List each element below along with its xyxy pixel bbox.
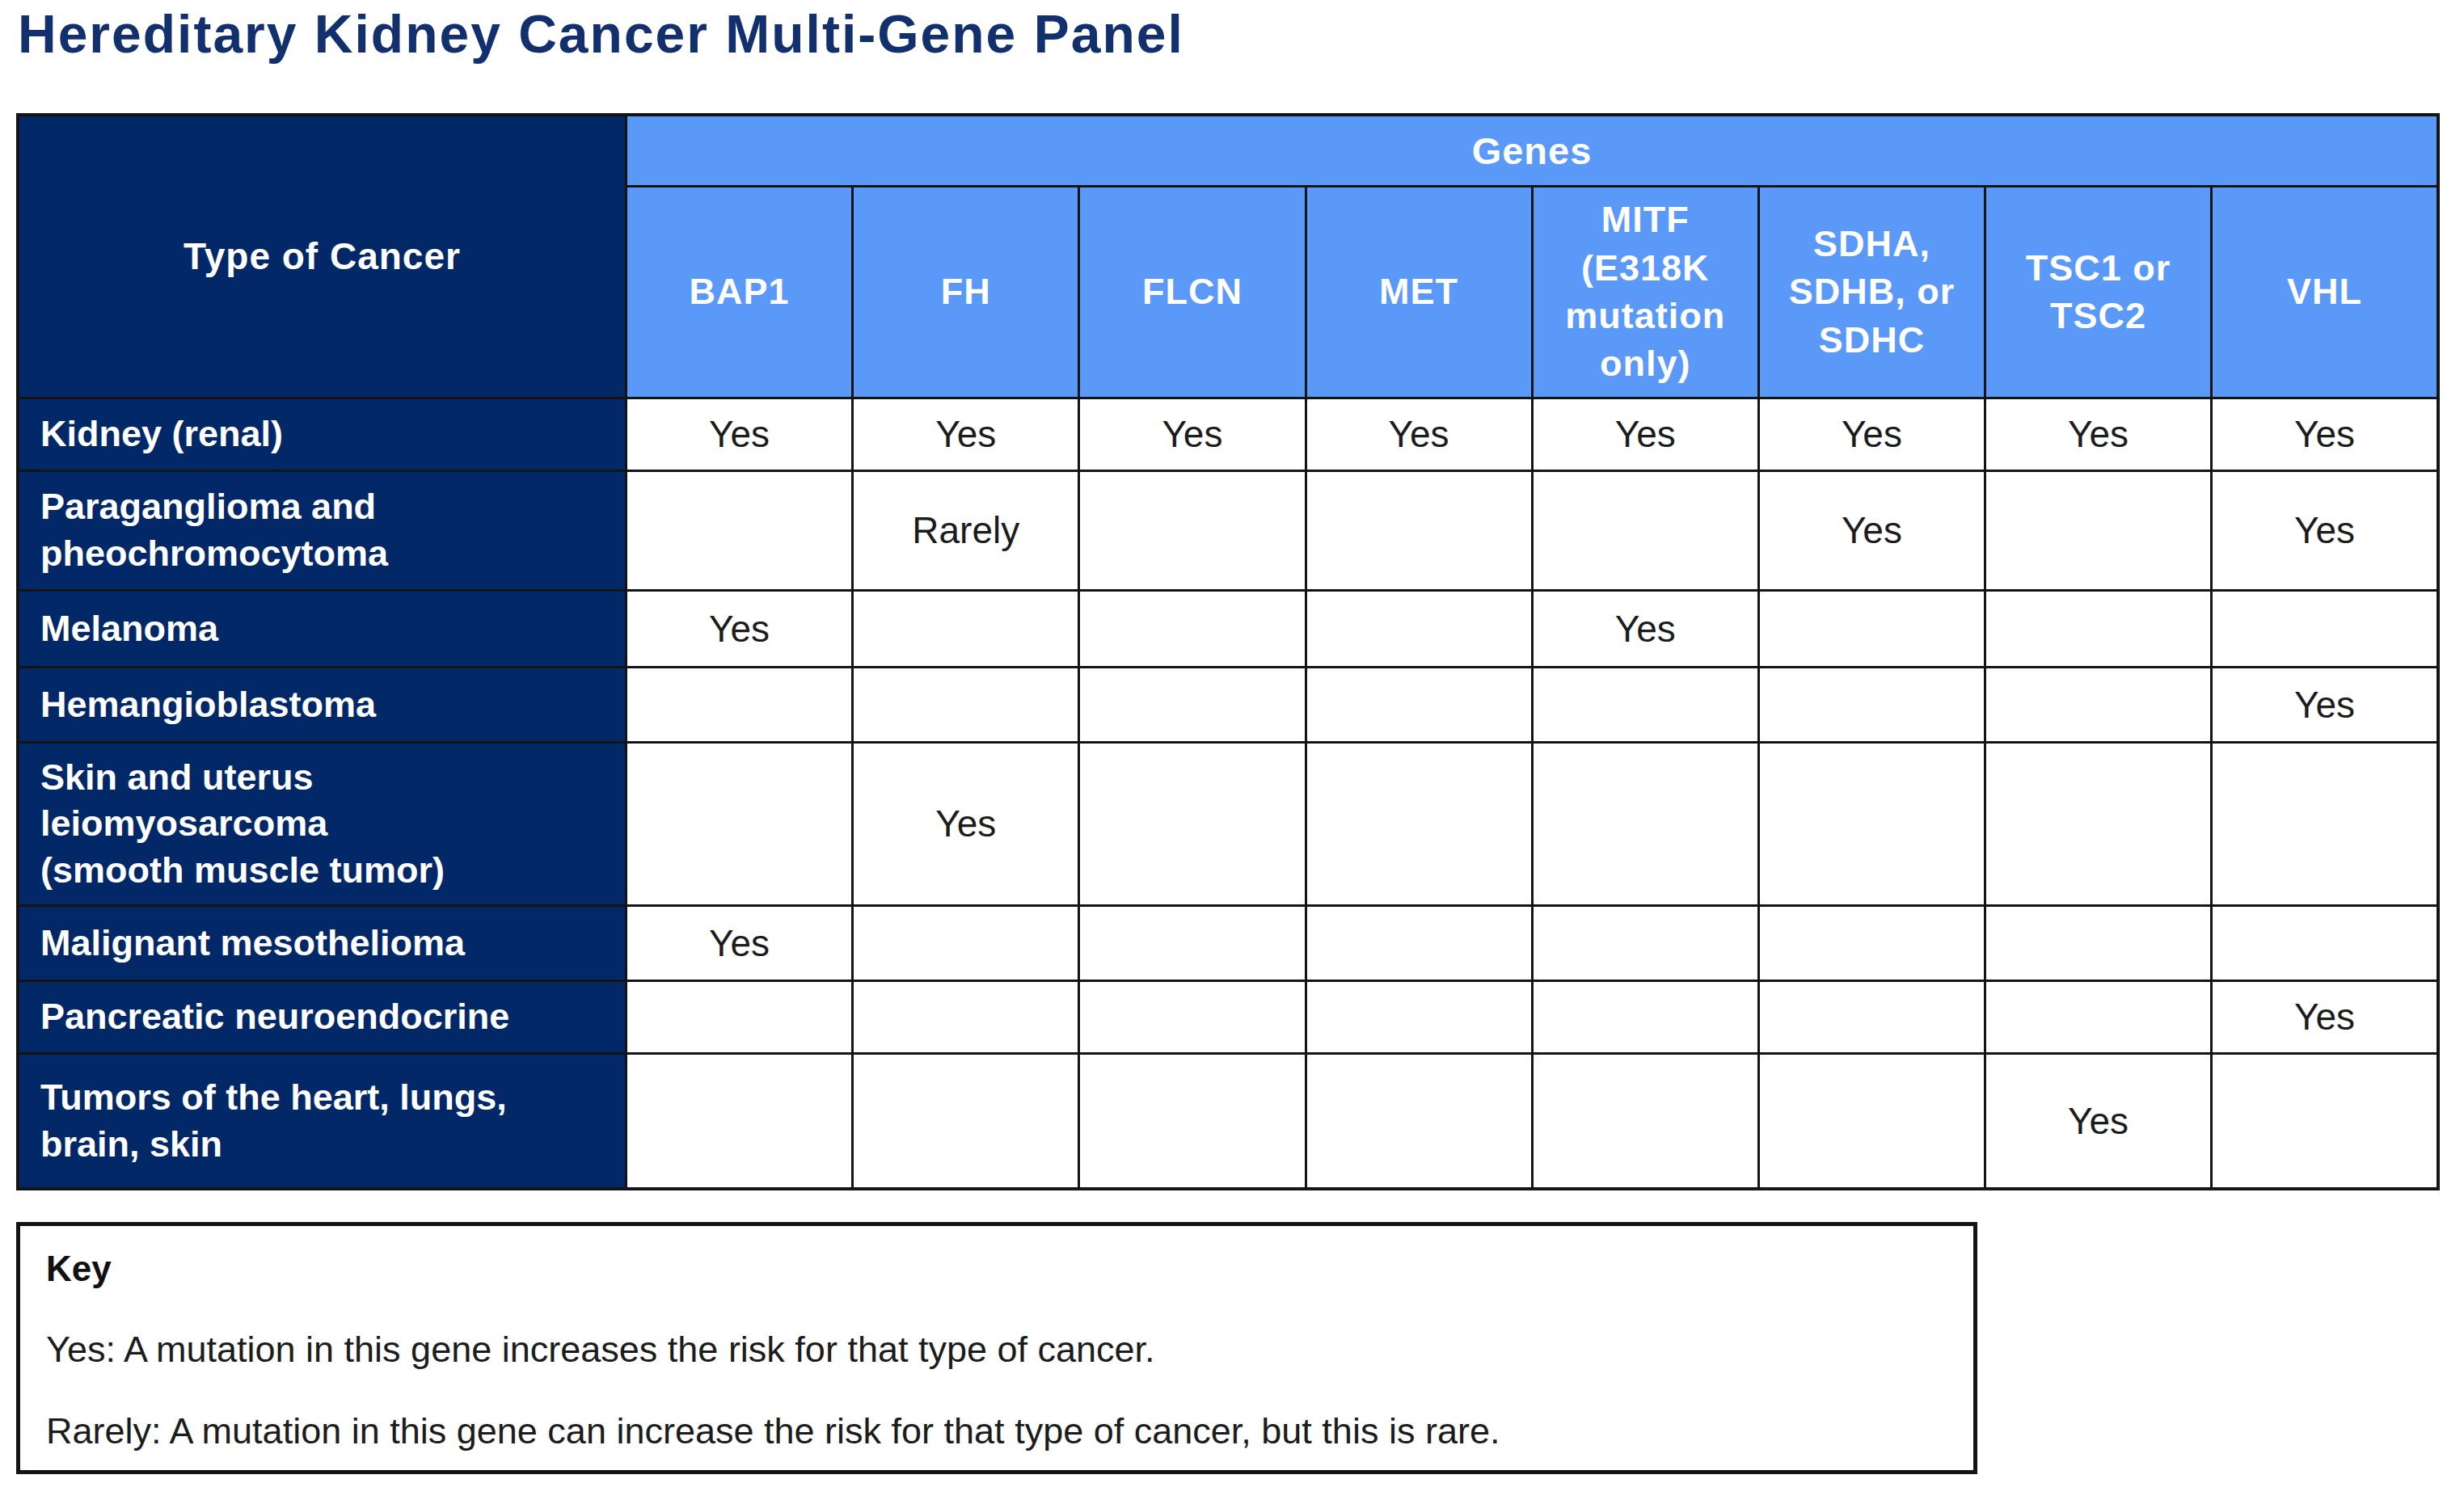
gene-column-header-vhl: VHL <box>2212 186 2438 398</box>
table-row: Pancreatic neuroendocrine Yes <box>18 980 2438 1053</box>
gene-cell <box>1306 742 1532 905</box>
gene-cell: Yes <box>626 905 852 980</box>
gene-panel-table: Type of Cancer Genes BAP1 FH FLCN MET MI… <box>16 113 2440 1190</box>
gene-cell: Yes <box>626 398 852 470</box>
gene-cell: Yes <box>853 398 1079 470</box>
cancer-row-header: Kidney (renal) <box>18 398 626 470</box>
cancer-row-header: Tumors of the heart, lungs, brain, skin <box>18 1053 626 1189</box>
gene-cell <box>853 667 1079 742</box>
cancer-row-header: Paraganglioma and pheochromocytoma <box>18 470 626 590</box>
genes-group-header: Genes <box>626 115 2438 186</box>
gene-cell <box>1985 742 2212 905</box>
key-legend-box: Key Yes: A mutation in this gene increas… <box>16 1222 1977 1474</box>
gene-cell <box>1758 905 1985 980</box>
gene-cell <box>1985 905 2212 980</box>
gene-cell <box>853 1053 1079 1189</box>
gene-cell <box>1306 905 1532 980</box>
gene-cell <box>626 980 852 1053</box>
gene-cell <box>1079 905 1306 980</box>
gene-column-header-met: MET <box>1306 186 1532 398</box>
gene-cell <box>1758 1053 1985 1189</box>
gene-cell <box>1532 980 1758 1053</box>
table-row: Hemangioblastoma Yes <box>18 667 2438 742</box>
page-title: Hereditary Kidney Cancer Multi-Gene Pane… <box>18 3 1184 65</box>
gene-cell <box>1758 590 1985 667</box>
gene-cell <box>1532 667 1758 742</box>
gene-cell: Rarely <box>853 470 1079 590</box>
gene-cell: Yes <box>626 590 852 667</box>
key-entry-yes: Yes: A mutation in this gene increases t… <box>46 1329 1949 1371</box>
gene-cell <box>853 980 1079 1053</box>
gene-column-header-tsc: TSC1 or TSC2 <box>1985 186 2212 398</box>
gene-cell: Yes <box>1985 398 2212 470</box>
gene-cell <box>1306 590 1532 667</box>
table-row: Kidney (renal) Yes Yes Yes Yes Yes Yes Y… <box>18 398 2438 470</box>
corner-header-type-of-cancer: Type of Cancer <box>18 115 626 398</box>
gene-cell <box>1758 667 1985 742</box>
gene-cell: Yes <box>853 742 1079 905</box>
gene-column-header-fh: FH <box>853 186 1079 398</box>
table-row: Melanoma Yes Yes <box>18 590 2438 667</box>
gene-cell: Yes <box>2212 398 2438 470</box>
gene-column-header-flcn: FLCN <box>1079 186 1306 398</box>
gene-cell: Yes <box>1532 590 1758 667</box>
gene-cell <box>1985 590 2212 667</box>
gene-cell: Yes <box>1079 398 1306 470</box>
table-row: Skin and uterus leiomyosarcoma (smooth m… <box>18 742 2438 905</box>
gene-cell: Yes <box>1758 470 1985 590</box>
gene-cell <box>1985 667 2212 742</box>
cancer-row-header: Pancreatic neuroendocrine <box>18 980 626 1053</box>
gene-cell <box>2212 590 2438 667</box>
key-entry-rarely: Rarely: A mutation in this gene can incr… <box>46 1410 1949 1452</box>
gene-cell: Yes <box>1306 398 1532 470</box>
gene-cell <box>1079 742 1306 905</box>
gene-cell: Yes <box>2212 980 2438 1053</box>
gene-cell <box>1532 742 1758 905</box>
table-row: Malignant mesothelioma Yes <box>18 905 2438 980</box>
gene-column-header-mitf: MITF (E318K mutation only) <box>1532 186 1758 398</box>
gene-column-header-bap1: BAP1 <box>626 186 852 398</box>
gene-cell <box>1758 980 1985 1053</box>
gene-cell <box>626 1053 852 1189</box>
gene-cell <box>1985 980 2212 1053</box>
gene-cell <box>626 742 852 905</box>
table-row: Paraganglioma and pheochromocytoma Rarel… <box>18 470 2438 590</box>
gene-cell <box>626 667 852 742</box>
gene-column-header-sdh: SDHA, SDHB, or SDHC <box>1758 186 1985 398</box>
table-header-row-genes: Type of Cancer Genes <box>18 115 2438 186</box>
gene-cell: Yes <box>1532 398 1758 470</box>
cancer-row-header: Malignant mesothelioma <box>18 905 626 980</box>
gene-cell <box>2212 1053 2438 1189</box>
gene-cell <box>1079 470 1306 590</box>
gene-cell <box>1306 980 1532 1053</box>
gene-cell: Yes <box>2212 470 2438 590</box>
gene-cell: Yes <box>1985 1053 2212 1189</box>
gene-cell <box>1985 470 2212 590</box>
gene-cell <box>1079 590 1306 667</box>
gene-cell <box>1079 1053 1306 1189</box>
table-row: Tumors of the heart, lungs, brain, skin … <box>18 1053 2438 1189</box>
gene-cell: Yes <box>2212 667 2438 742</box>
gene-cell <box>2212 742 2438 905</box>
key-heading: Key <box>46 1249 1949 1289</box>
gene-cell <box>1079 980 1306 1053</box>
gene-cell <box>1532 470 1758 590</box>
gene-cell <box>1532 905 1758 980</box>
cancer-row-header: Hemangioblastoma <box>18 667 626 742</box>
cancer-row-header: Melanoma <box>18 590 626 667</box>
gene-cell <box>1306 667 1532 742</box>
gene-cell <box>1532 1053 1758 1189</box>
gene-cell: Yes <box>1758 398 1985 470</box>
gene-cell <box>853 590 1079 667</box>
gene-cell <box>626 470 852 590</box>
gene-cell <box>1758 742 1985 905</box>
gene-cell <box>1306 470 1532 590</box>
gene-cell <box>2212 905 2438 980</box>
gene-cell <box>853 905 1079 980</box>
gene-cell <box>1079 667 1306 742</box>
cancer-row-header: Skin and uterus leiomyosarcoma (smooth m… <box>18 742 626 905</box>
gene-cell <box>1306 1053 1532 1189</box>
